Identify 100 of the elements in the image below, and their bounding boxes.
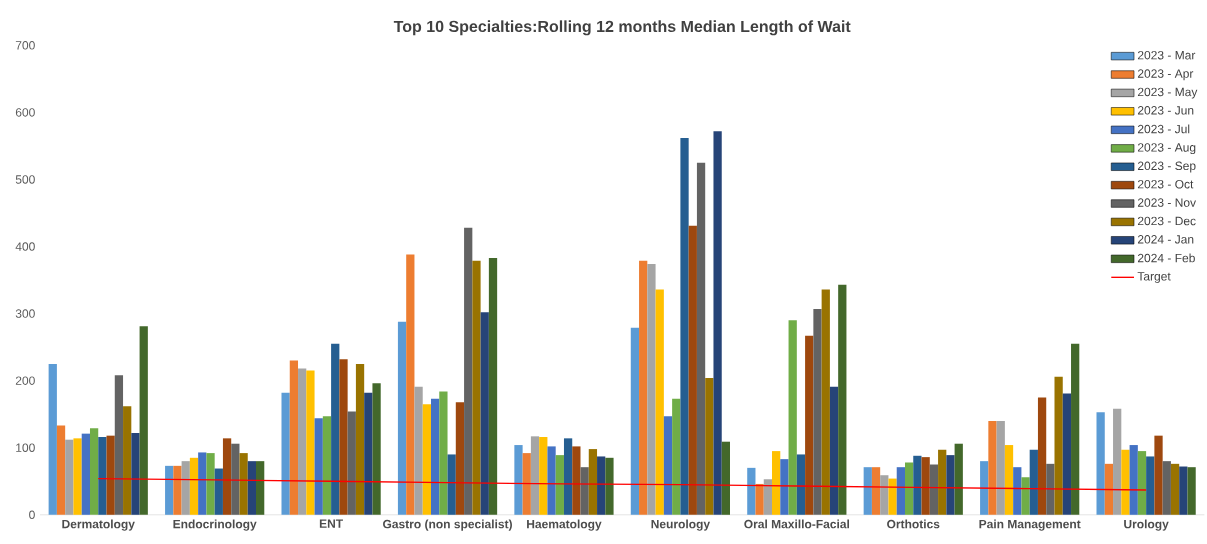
x-tick-label: Oral Maxillo-Facial <box>744 519 849 529</box>
bar <box>871 467 881 515</box>
bar <box>1146 456 1155 515</box>
bar <box>580 467 589 515</box>
bar <box>106 435 115 515</box>
legend-label: 2023 - Oct <box>1137 179 1194 189</box>
legend-label: 2024 - Jan <box>1137 235 1194 244</box>
bar <box>298 368 307 515</box>
bar <box>281 392 290 515</box>
bar <box>813 308 822 515</box>
bar <box>588 449 598 515</box>
bar <box>605 457 614 515</box>
bar <box>954 443 963 515</box>
bar <box>805 335 814 515</box>
y-tick-label: 0 <box>29 510 35 519</box>
bar <box>347 411 356 515</box>
y-tick-label: 200 <box>15 376 35 385</box>
bar <box>455 402 465 515</box>
bar <box>996 420 1005 515</box>
bar <box>1129 444 1138 515</box>
bar <box>821 289 830 515</box>
bar <box>1154 435 1163 515</box>
bar <box>322 416 332 515</box>
y-tick-label: 300 <box>15 309 35 318</box>
bar <box>447 454 456 515</box>
bar <box>572 446 581 515</box>
bar <box>938 449 947 515</box>
bar <box>1054 376 1063 515</box>
bar <box>980 461 989 515</box>
legend-label: 2023 - Jun <box>1137 106 1194 115</box>
bar <box>65 439 74 515</box>
x-tick-label: Dermatology <box>62 519 135 531</box>
bar <box>414 386 423 515</box>
bar <box>1162 461 1171 515</box>
bar <box>189 457 199 515</box>
bar <box>721 441 731 515</box>
bar <box>988 420 997 515</box>
bar <box>772 451 781 515</box>
legend-label: 2024 - Feb <box>1137 253 1195 263</box>
x-tick-label: Urology <box>1124 519 1169 531</box>
bar <box>355 363 365 515</box>
bar <box>514 444 523 515</box>
bar <box>1004 444 1014 515</box>
bar <box>921 457 930 515</box>
bar <box>563 438 573 515</box>
bar <box>946 455 955 515</box>
bar <box>838 284 847 515</box>
legend-label: Target <box>1137 272 1171 283</box>
bar <box>123 406 132 515</box>
bar <box>314 418 323 515</box>
bar <box>56 425 66 515</box>
bar <box>81 433 90 515</box>
bar <box>198 452 207 515</box>
bar <box>231 443 240 515</box>
bar <box>647 263 656 515</box>
y-tick-label: 100 <box>16 443 35 452</box>
bar <box>1113 408 1122 515</box>
bar <box>1029 449 1038 515</box>
bar <box>472 260 481 515</box>
legend-label: 2023 - Sep <box>1137 161 1196 173</box>
bar <box>480 312 489 515</box>
bar <box>630 327 640 515</box>
bar <box>181 461 190 515</box>
bar <box>929 464 939 515</box>
bar <box>488 257 498 515</box>
bar <box>1137 451 1147 515</box>
bar <box>48 363 57 515</box>
x-tick-label: Endocrinology <box>173 519 257 531</box>
legend-label: 2023 - Mar <box>1137 50 1196 60</box>
bar <box>547 446 556 515</box>
x-tick-label: Pain Management <box>979 519 1081 531</box>
bar <box>222 438 232 515</box>
x-tick-label: Orthotics <box>887 519 940 529</box>
bar <box>655 289 664 515</box>
bar <box>672 398 681 515</box>
bar <box>165 465 174 515</box>
bar <box>1121 449 1130 515</box>
bar <box>888 478 897 515</box>
x-tick-label: Neurology <box>651 519 711 531</box>
y-tick-label: 600 <box>15 108 35 117</box>
bar <box>372 383 381 515</box>
bar <box>173 465 182 515</box>
chart-title: Top 10 Specialties:Rolling 12 months Median Length of Wait <box>393 20 851 36</box>
bar <box>406 254 415 515</box>
legend-label: 2023 - May <box>1137 87 1198 99</box>
bar <box>763 479 773 515</box>
bar <box>696 162 706 515</box>
bar <box>1013 467 1022 515</box>
bar <box>331 343 340 515</box>
y-tick-label: 700 <box>15 41 35 50</box>
bar <box>239 453 248 515</box>
bar <box>89 428 99 515</box>
bar <box>73 438 82 515</box>
bar <box>913 455 922 515</box>
legend-label: 2023 - Aug <box>1137 143 1196 154</box>
bar <box>663 416 673 515</box>
y-tick-label: 400 <box>15 242 35 251</box>
bar <box>904 462 914 515</box>
bar <box>256 461 265 515</box>
x-tick-label: ENT <box>319 519 343 528</box>
